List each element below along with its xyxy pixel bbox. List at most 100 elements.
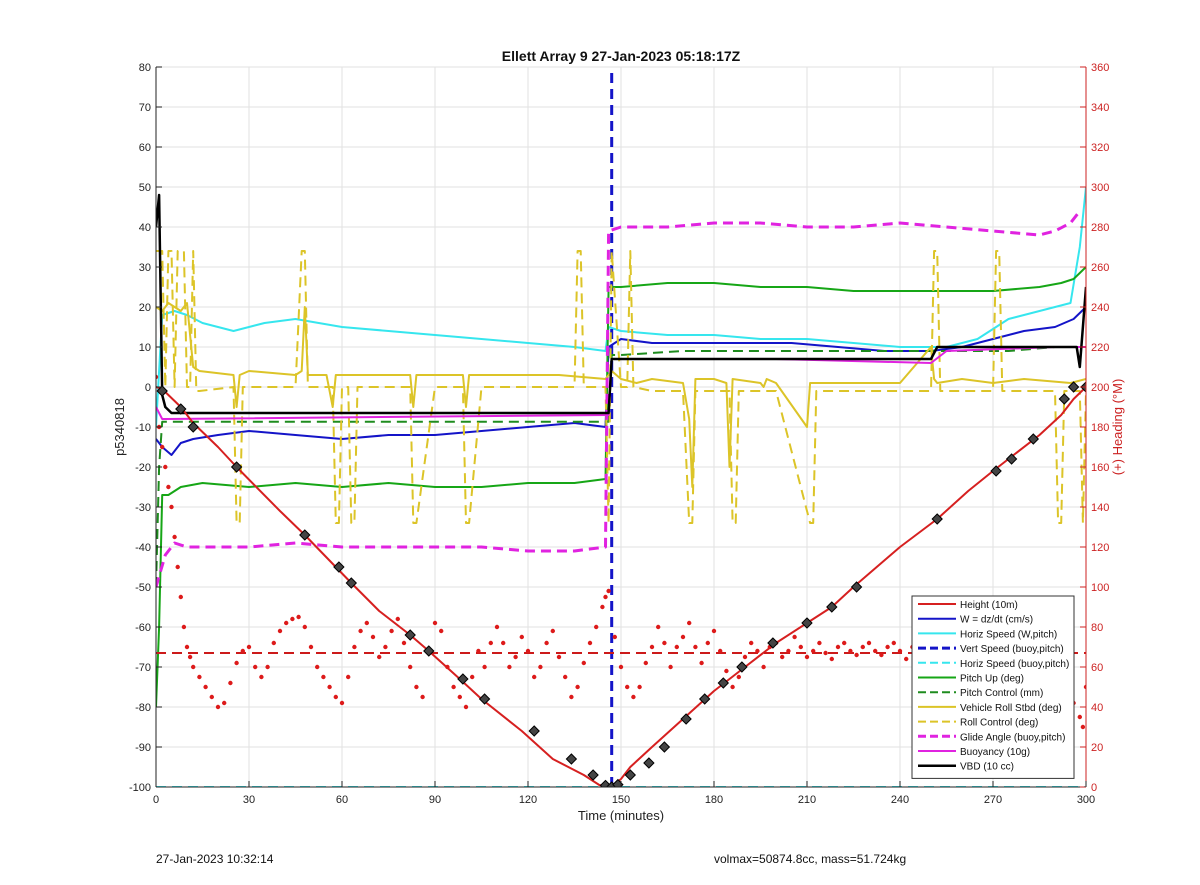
- heading-point: [160, 444, 165, 450]
- y2-tick-label: 220: [1091, 342, 1109, 354]
- x-tick-label: 270: [984, 794, 1002, 806]
- dive-marker: [717, 677, 730, 689]
- y-tick-label: 80: [139, 62, 151, 74]
- legend-label: Buoyancy (10g): [960, 747, 1030, 758]
- heading-point: [842, 640, 847, 646]
- y-tick-label: 30: [139, 262, 151, 274]
- y-tick-label: 70: [139, 102, 151, 114]
- heading-point: [181, 624, 187, 630]
- heading-point: [333, 694, 338, 700]
- heading-point: [169, 504, 174, 510]
- x-tick-label: 120: [519, 794, 537, 806]
- y2-tick-label: 0: [1091, 782, 1097, 794]
- dive-marker: [345, 577, 358, 589]
- heading-point: [209, 694, 214, 700]
- x-tick-label: 240: [891, 794, 909, 806]
- heading-point: [556, 654, 562, 660]
- dive-marker: [156, 385, 168, 397]
- legend-box: [911, 595, 1075, 779]
- y-tick-label: -30: [135, 502, 151, 514]
- legend-label: Vert Speed (buoy,pitch): [960, 644, 1064, 655]
- x-tick-label: 30: [243, 794, 255, 806]
- footer-timestamp: 27-Jan-2023 10:32:14: [156, 852, 274, 866]
- dive-marker: [736, 661, 748, 673]
- heading-point: [215, 704, 221, 710]
- heading-point: [463, 704, 469, 710]
- legend-label: Pitch Up (deg): [960, 674, 1024, 685]
- heading-point: [649, 644, 655, 650]
- y2-tick-label: 60: [1091, 662, 1103, 674]
- legend-label: Vehicle Roll Stbd (deg): [960, 703, 1062, 714]
- dive-marker: [612, 778, 624, 787]
- x-tick-label: 90: [429, 794, 441, 806]
- dive-marker: [801, 617, 813, 629]
- x-axis-label: Time (minutes): [578, 808, 664, 823]
- y-tick-label: -40: [135, 542, 151, 554]
- heading-point: [1083, 684, 1086, 690]
- heading-point: [432, 620, 438, 626]
- heading-point: [246, 644, 252, 650]
- heading-point: [482, 664, 487, 670]
- heading-point: [891, 640, 896, 646]
- heading-point: [656, 624, 661, 630]
- heading-point: [271, 640, 276, 646]
- dive-marker: [230, 461, 243, 473]
- heading-point: [253, 664, 258, 670]
- legend: Height (10m) W = dz/dt (cm/s) Horiz Speed …: [911, 595, 1075, 779]
- heading-point: [163, 464, 168, 470]
- y2-tick-label: 300: [1091, 182, 1109, 194]
- heading-point: [457, 694, 462, 700]
- heading-point: [414, 684, 419, 690]
- heading-point: [603, 594, 608, 600]
- y2-tick-label: 340: [1091, 102, 1109, 114]
- heading-point: [284, 620, 289, 626]
- heading-point: [550, 628, 555, 634]
- y2-tick-label: 80: [1091, 622, 1103, 634]
- dive-marker: [990, 465, 1002, 477]
- heading-point: [439, 628, 444, 634]
- heading-point: [780, 654, 785, 660]
- x-tick-label: 60: [336, 794, 348, 806]
- heading-point: [377, 654, 382, 660]
- dive-marker: [1027, 433, 1040, 445]
- heading-point: [693, 644, 698, 650]
- heading-point: [873, 648, 878, 654]
- heading-point: [606, 588, 611, 594]
- y-tick-label: 60: [139, 142, 151, 154]
- heading-point: [885, 644, 890, 650]
- heading-point: [674, 644, 679, 650]
- y2-tick-label: 160: [1091, 462, 1109, 474]
- heading-point: [668, 664, 673, 670]
- heading-point: [823, 650, 828, 656]
- heading-point: [792, 634, 797, 640]
- heading-point: [501, 640, 506, 646]
- heading-point: [544, 640, 549, 646]
- heading-point: [786, 648, 791, 654]
- heading-point: [879, 652, 884, 658]
- dive-marker: [565, 753, 578, 765]
- heading-point: [680, 634, 686, 640]
- y2-axis-label: (+) Heading (°M): [1110, 379, 1125, 476]
- heading-point: [445, 664, 450, 670]
- heading-point: [184, 644, 190, 650]
- y-tick-label: -70: [135, 662, 151, 674]
- heading-point: [321, 674, 326, 680]
- y2-tick-label: 240: [1091, 302, 1109, 314]
- heading-point: [625, 684, 630, 690]
- heading-point: [755, 648, 760, 654]
- heading-point: [265, 664, 270, 670]
- y2-tick-label: 120: [1091, 542, 1109, 554]
- dive-marker: [826, 601, 838, 613]
- heading-point: [1080, 724, 1086, 730]
- heading-point: [705, 640, 710, 646]
- heading-point: [736, 674, 741, 680]
- y-tick-label: -60: [135, 622, 151, 634]
- heading-point: [234, 660, 239, 666]
- x-tick-label: 0: [153, 794, 159, 806]
- dive-marker: [850, 581, 863, 593]
- heading-point: [513, 654, 518, 660]
- heading-point: [327, 684, 332, 690]
- heading-point: [631, 694, 636, 700]
- heading-point: [352, 644, 357, 650]
